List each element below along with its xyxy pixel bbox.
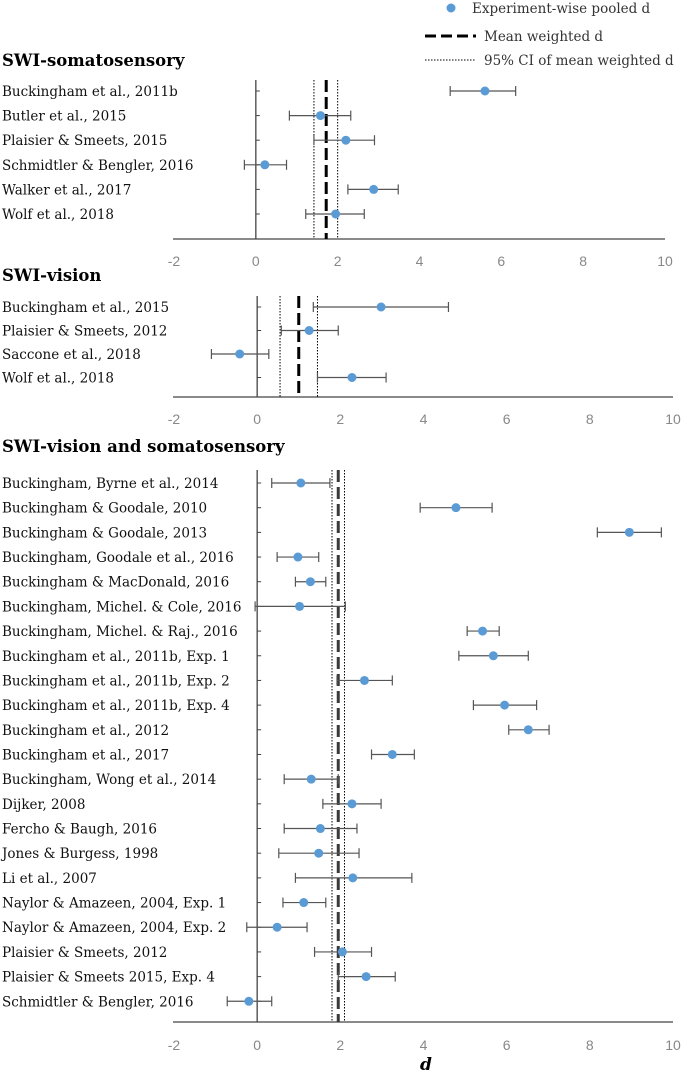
x-tick-label: 2 (336, 411, 344, 427)
effect-size-point (272, 922, 282, 932)
effect-size-point (306, 774, 316, 784)
study-label: Plaisier & Smeets 2015, Exp. 4 (2, 970, 215, 986)
effect-size-point (244, 996, 254, 1006)
effect-size-point (624, 527, 634, 537)
study-label: Buckingham et al., 2011b, Exp. 2 (2, 673, 230, 689)
effect-size-point (348, 873, 358, 883)
x-tick-label: 2 (336, 1037, 344, 1053)
effect-size-point (293, 552, 303, 562)
x-tick-label: 0 (253, 411, 261, 427)
study-label: Buckingham et al., 2012 (2, 723, 169, 739)
study-label: Buckingham et al., 2011b, Exp. 4 (2, 698, 230, 714)
x-tick-label: -2 (168, 411, 181, 427)
effect-size-point (235, 349, 245, 359)
legend-mean-label: Mean weighted d (484, 29, 603, 45)
effect-size-point (315, 824, 325, 834)
study-label: Dijker, 2008 (2, 797, 85, 813)
panel-title: SWI-somatosensory (2, 51, 185, 70)
x-tick-label: 8 (586, 411, 594, 427)
study-label: Buckingham & MacDonald, 2016 (2, 575, 229, 591)
study-label: Buckingham, Byrne et al., 2014 (2, 476, 218, 492)
panel-2: SWI-vision -2 0 2 4 6 8 10 Buckingham et al., 20… (2, 266, 681, 427)
study-label: Buckingham & Goodale, 2013 (2, 525, 207, 541)
x-tick-label: 8 (586, 1037, 594, 1053)
panel-title: SWI-vision and somatosensory (2, 437, 285, 456)
effect-size-point (523, 725, 533, 735)
study-label: Saccone et al., 2018 (2, 347, 141, 363)
x-tick-label: 6 (503, 411, 511, 427)
x-tick-label: 6 (503, 1037, 511, 1053)
effect-size-point (359, 675, 369, 685)
study-label: Li et al., 2007 (2, 871, 97, 887)
effect-size-point (347, 799, 357, 809)
effect-size-point (500, 700, 510, 710)
effect-size-point (387, 749, 397, 759)
effect-size-point (361, 972, 371, 982)
study-label: Plaisier & Smeets, 2012 (2, 324, 167, 340)
effect-size-point (299, 898, 309, 908)
effect-size-point (296, 478, 306, 488)
effect-size-point (369, 184, 379, 194)
study-label: Plaisier & Smeets, 2012 (2, 945, 167, 961)
study-label: Buckingham et al., 2011b (2, 84, 178, 100)
study-label: Buckingham, Goodale et al., 2016 (2, 550, 234, 566)
legend-point-marker (446, 3, 456, 13)
legend-point-label: Experiment-wise pooled d (472, 1, 651, 17)
study-label: Buckingham et al., 2015 (2, 300, 169, 316)
x-tick-label: 0 (253, 1037, 261, 1053)
legend-ci-label: 95% CI of mean weighted d (484, 53, 674, 69)
effect-size-point (341, 135, 351, 145)
effect-size-point (260, 160, 270, 170)
study-label: Fercho & Baugh, 2016 (2, 822, 157, 838)
effect-size-point (305, 577, 315, 587)
study-label: Wolf et al., 2018 (2, 207, 114, 223)
study-label: Plaisier & Smeets, 2015 (2, 133, 167, 149)
effect-size-point (347, 373, 357, 382)
x-tick-label: 4 (420, 411, 428, 427)
study-label: Buckingham, Wong et al., 2014 (2, 772, 216, 788)
x-tick-label: 10 (657, 253, 673, 269)
study-label: Jones & Burgess, 1998 (0, 846, 158, 862)
x-tick-label: 6 (497, 253, 505, 269)
study-label: Walker et al., 2017 (2, 182, 131, 198)
x-tick-label: 2 (334, 253, 342, 269)
x-tick-label: 10 (665, 411, 681, 427)
x-tick-label: 4 (420, 1037, 428, 1053)
x-axis-label: d (420, 1055, 432, 1075)
study-label: Schmidtler & Bengler, 2016 (2, 994, 194, 1010)
study-label: Wolf et al., 2018 (2, 371, 114, 387)
effect-size-point (295, 601, 305, 611)
x-tick-label: 4 (416, 253, 424, 269)
legend: Experiment-wise pooled d Mean weighted d… (425, 1, 674, 69)
effect-size-point (315, 111, 325, 121)
panel-3: SWI-vision and somatosensory -2 0 2 4 6 8 10 Buc… (0, 437, 681, 1053)
effect-size-point (451, 503, 461, 513)
panel-1: SWI-somatosensory -2 0 2 4 6 8 10 Buckingham et … (2, 51, 673, 269)
panel-title: SWI-vision (2, 266, 101, 285)
effect-size-point (478, 626, 488, 636)
study-label: Buckingham & Goodale, 2010 (2, 501, 207, 517)
study-label: Buckingham, Michel. & Cole, 2016 (2, 599, 241, 615)
study-label: Buckingham et al., 2017 (2, 747, 169, 763)
effect-size-point (337, 947, 347, 957)
x-tick-label: 8 (579, 253, 587, 269)
effect-size-point (488, 651, 498, 661)
effect-size-point (314, 848, 324, 858)
x-tick-label: 0 (252, 253, 260, 269)
panels: SWI-somatosensory -2 0 2 4 6 8 10 Buckingham et … (0, 51, 681, 1053)
study-label: Buckingham, Michel. & Raj., 2016 (2, 624, 238, 640)
effect-size-point (376, 302, 386, 312)
effect-size-point (331, 209, 341, 219)
x-tick-label: -2 (168, 1037, 181, 1053)
effect-size-point (304, 326, 314, 335)
study-label: Naylor & Amazeen, 2004, Exp. 1 (2, 896, 226, 912)
x-tick-label: -2 (168, 253, 181, 269)
effect-size-point (480, 86, 490, 96)
study-label: Buckingham et al., 2011b, Exp. 1 (2, 649, 230, 665)
x-tick-label: 10 (665, 1037, 681, 1053)
study-label: Naylor & Amazeen, 2004, Exp. 2 (2, 920, 226, 936)
study-label: Schmidtler & Bengler, 2016 (2, 158, 194, 174)
study-label: Butler et al., 2015 (2, 109, 126, 125)
